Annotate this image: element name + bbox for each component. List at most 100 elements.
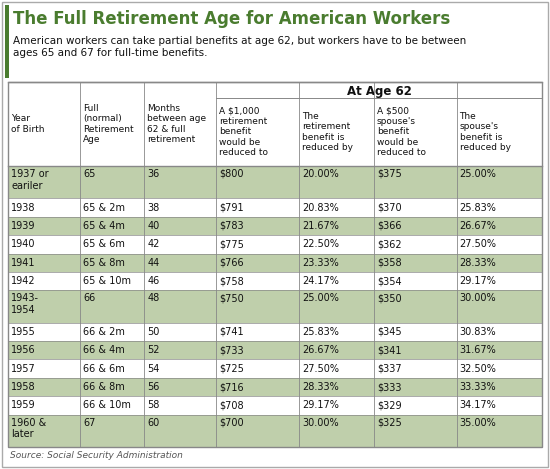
Text: 65: 65 <box>83 169 96 179</box>
Bar <box>8 272 542 290</box>
Text: The
retirement
benefit is
reduced by: The retirement benefit is reduced by <box>302 112 353 152</box>
Text: 50: 50 <box>147 327 160 337</box>
Bar <box>5 5 9 78</box>
Text: 25.83%: 25.83% <box>302 327 339 337</box>
Text: $341: $341 <box>377 345 402 356</box>
Text: 20.00%: 20.00% <box>302 169 339 179</box>
Text: 1959: 1959 <box>11 401 36 410</box>
Text: $700: $700 <box>219 417 244 428</box>
Text: 34.17%: 34.17% <box>460 401 496 410</box>
Text: 65 & 2m: 65 & 2m <box>83 203 125 212</box>
Text: 1939: 1939 <box>11 221 36 231</box>
Text: 33.33%: 33.33% <box>460 382 496 392</box>
Text: 36: 36 <box>147 169 160 179</box>
Text: 65 & 4m: 65 & 4m <box>83 221 125 231</box>
Text: $766: $766 <box>219 258 244 268</box>
Text: 52: 52 <box>147 345 160 356</box>
Text: $325: $325 <box>377 417 402 428</box>
Text: $775: $775 <box>219 239 244 250</box>
Text: Months
between age
62 & full
retirement: Months between age 62 & full retirement <box>147 104 206 144</box>
Text: 24.17%: 24.17% <box>302 276 339 286</box>
Text: At Age 62: At Age 62 <box>346 84 411 98</box>
Text: 32.50%: 32.50% <box>460 363 497 374</box>
Bar <box>8 359 542 378</box>
Text: 60: 60 <box>147 417 160 428</box>
Text: Source: Social Security Administration: Source: Social Security Administration <box>10 451 183 460</box>
Text: 30.83%: 30.83% <box>460 327 496 337</box>
Text: 66 & 8m: 66 & 8m <box>83 382 125 392</box>
Text: A $500
spouse's
benefit
would be
reduced to: A $500 spouse's benefit would be reduced… <box>377 107 426 157</box>
Text: A $1,000
retirement
benefit
would be
reduced to: A $1,000 retirement benefit would be red… <box>219 107 268 157</box>
Text: 31.67%: 31.67% <box>460 345 496 356</box>
Bar <box>8 341 542 359</box>
Bar <box>8 217 542 235</box>
Text: $366: $366 <box>377 221 402 231</box>
Text: $329: $329 <box>377 401 402 410</box>
Text: 30.00%: 30.00% <box>302 417 339 428</box>
Text: 56: 56 <box>147 382 160 392</box>
Text: 66 & 2m: 66 & 2m <box>83 327 125 337</box>
Text: 27.50%: 27.50% <box>460 239 497 250</box>
Text: $716: $716 <box>219 382 244 392</box>
Text: 65 & 10m: 65 & 10m <box>83 276 131 286</box>
Text: 28.33%: 28.33% <box>460 258 496 268</box>
Bar <box>8 290 542 323</box>
Text: 25.00%: 25.00% <box>460 169 497 179</box>
Text: Full
(normal)
Retirement
Age: Full (normal) Retirement Age <box>83 104 134 144</box>
Text: $800: $800 <box>219 169 244 179</box>
Bar <box>8 198 542 217</box>
Text: 27.50%: 27.50% <box>302 363 339 374</box>
Text: 26.67%: 26.67% <box>302 345 339 356</box>
Text: 67: 67 <box>83 417 96 428</box>
Text: 1960 &
later: 1960 & later <box>11 417 46 439</box>
Text: The
spouse's
benefit is
reduced by: The spouse's benefit is reduced by <box>460 112 510 152</box>
Text: 29.17%: 29.17% <box>460 276 497 286</box>
Text: $375: $375 <box>377 169 402 179</box>
Text: $791: $791 <box>219 203 244 212</box>
Text: $333: $333 <box>377 382 402 392</box>
Text: $354: $354 <box>377 276 402 286</box>
Text: Year
of Birth: Year of Birth <box>11 114 45 134</box>
Bar <box>8 415 542 447</box>
Text: American workers can take partial benefits at age 62, but workers have to be bet: American workers can take partial benefi… <box>13 36 466 58</box>
Text: 1938: 1938 <box>11 203 36 212</box>
Bar <box>8 396 542 415</box>
Text: 1940: 1940 <box>11 239 36 250</box>
Text: 25.00%: 25.00% <box>302 293 339 303</box>
Text: 1941: 1941 <box>11 258 36 268</box>
Text: $750: $750 <box>219 293 244 303</box>
Text: 1942: 1942 <box>11 276 36 286</box>
Text: 1956: 1956 <box>11 345 36 356</box>
Text: 1958: 1958 <box>11 382 36 392</box>
Text: $345: $345 <box>377 327 402 337</box>
Text: 29.17%: 29.17% <box>302 401 339 410</box>
Text: $725: $725 <box>219 363 244 374</box>
Text: $783: $783 <box>219 221 244 231</box>
Bar <box>8 323 542 341</box>
Bar <box>8 82 542 166</box>
Text: $337: $337 <box>377 363 402 374</box>
Text: 65 & 6m: 65 & 6m <box>83 239 125 250</box>
Text: 20.83%: 20.83% <box>302 203 339 212</box>
Text: 23.33%: 23.33% <box>302 258 339 268</box>
Text: 66 & 4m: 66 & 4m <box>83 345 125 356</box>
Text: 30.00%: 30.00% <box>460 293 496 303</box>
Text: $733: $733 <box>219 345 244 356</box>
Text: 46: 46 <box>147 276 160 286</box>
Text: 1943-
1954: 1943- 1954 <box>11 293 39 315</box>
Bar <box>8 82 542 447</box>
Text: 54: 54 <box>147 363 160 374</box>
Text: 1957: 1957 <box>11 363 36 374</box>
Text: $350: $350 <box>377 293 402 303</box>
Bar <box>8 235 542 254</box>
Text: 48: 48 <box>147 293 160 303</box>
Text: 66 & 10m: 66 & 10m <box>83 401 131 410</box>
Text: $758: $758 <box>219 276 244 286</box>
Text: $741: $741 <box>219 327 244 337</box>
Text: 21.67%: 21.67% <box>302 221 339 231</box>
Text: 1937 or
eariler: 1937 or eariler <box>11 169 48 190</box>
Text: 26.67%: 26.67% <box>460 221 497 231</box>
Bar <box>8 378 542 396</box>
Text: $362: $362 <box>377 239 402 250</box>
Text: 38: 38 <box>147 203 160 212</box>
